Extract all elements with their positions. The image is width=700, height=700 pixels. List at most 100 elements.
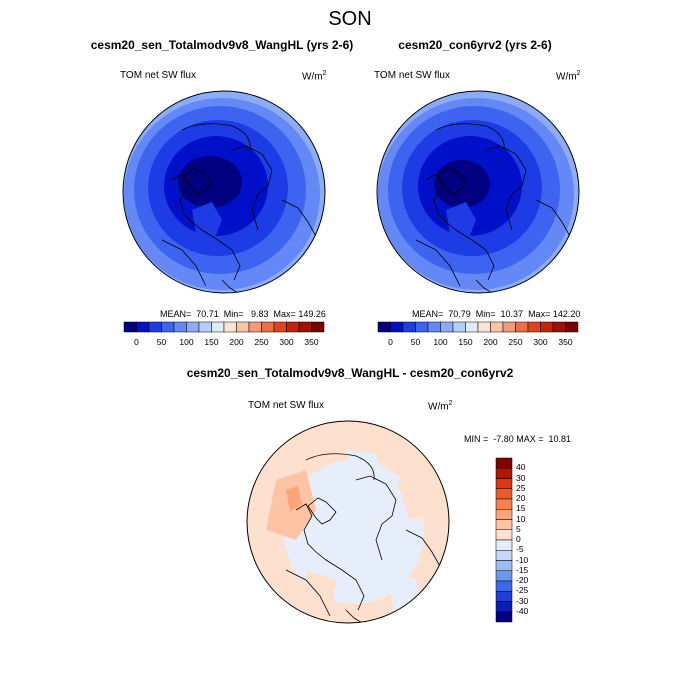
season-title: SON [328,8,372,30]
colorbar-swatch [495,509,513,520]
colorbar-swatch [495,570,513,582]
colorbar-swatch [495,601,513,612]
panel2-units: W/m2 [556,70,581,83]
colorbar-swatch [136,321,150,333]
colorbar-swatch [377,321,391,333]
colorbar-swatch [495,468,513,479]
colorbar-swatch [495,529,513,541]
colorbar-swatch [415,321,429,333]
colorbar-tick-label: 30 [516,472,526,483]
panel3-variable-label: TOM net SW flux [248,400,324,411]
colorbar-swatch [390,321,404,333]
panel3-colorbar-ticks: 40 30 25 20 15 10 5 0 -5 -10 -15 -20 -25 -30 -40 [516,458,546,622]
colorbar-swatch [495,591,513,602]
colorbar-swatch [495,539,513,551]
colorbar-swatch [223,321,237,333]
colorbar-swatch [495,550,513,561]
colorbar-tick-label: 350 [558,337,573,347]
colorbar-swatch [490,321,504,333]
colorbar-tick-label: 250 [254,337,269,347]
colorbar-swatch [123,321,137,333]
colorbar-swatch [495,498,513,510]
colorbar-tick-label: 10 [516,513,526,524]
colorbar-tick-label: 300 [279,337,294,347]
colorbar-tick-label: 0 [388,337,393,347]
colorbar-swatch [161,321,175,333]
colorbar-tick-label: 5 [516,523,521,534]
colorbar-tick-label: 25 [516,482,526,493]
colorbar-swatch [402,321,416,333]
colorbar-tick-label: 250 [508,337,523,347]
colorbar-swatch [261,321,275,333]
panel1-colorbar [123,321,325,333]
colorbar-tick-label: -25 [516,585,529,596]
colorbar-swatch [495,478,513,489]
colorbar-swatch [465,321,479,333]
panel2-colorbar [377,321,579,333]
colorbar-swatch [527,321,541,333]
colorbar-swatch [427,321,441,333]
colorbar-swatch [495,580,513,592]
colorbar-tick-label: 0 [134,337,139,347]
colorbar-swatch [148,321,162,333]
colorbar-tick-label: 20 [516,493,526,503]
colorbar-tick-label: -15 [516,564,529,575]
colorbar-swatch [495,488,513,500]
colorbar-swatch [173,321,187,333]
colorbar-tick-label: 300 [533,337,548,347]
colorbar-swatch [440,321,454,333]
colorbar-tick-label: 200 [229,337,244,347]
panel3-units: W/m2 [428,400,453,413]
panel2-polar-map [376,90,580,294]
colorbar-tick-label: 40 [516,462,526,473]
colorbar-tick-label: 200 [483,337,498,347]
colorbar-swatch [236,321,250,333]
panel1-variable-label: TOM net SW flux [120,70,196,81]
panel1-polar-map [122,90,326,294]
colorbar-swatch [298,321,312,333]
panel2-statistics: MEAN= 70.79 Min= 10.37 Max= 142.20 [412,309,581,319]
colorbar-tick-label: 350 [304,337,319,347]
colorbar-tick-label: 150 [204,337,219,347]
colorbar-swatch [502,321,516,333]
colorbar-tick-label: 15 [516,503,526,514]
colorbar-swatch [495,519,513,530]
colorbar-swatch [186,321,200,333]
panel3-polar-map [246,420,450,624]
colorbar-swatch [477,321,491,333]
colorbar-swatch [495,560,513,571]
colorbar-tick-label: -40 [516,605,529,616]
panel1-colorbar-ticks: 0 50 100 150 200 250 300 350 [124,337,324,349]
colorbar-swatch [495,611,513,623]
colorbar-tick-label: 50 [410,337,421,347]
panel3-colorbar [495,457,513,623]
colorbar-tick-label: 150 [458,337,473,347]
colorbar-swatch [311,321,325,333]
panel2-variable-label: TOM net SW flux [374,70,450,81]
colorbar-tick-label: 100 [179,337,194,347]
colorbar-swatch [552,321,566,333]
panel1-statistics: MEAN= 70.71 Min= 9.83 Max= 149.26 [160,309,326,319]
colorbar-tick-label: -10 [516,554,529,565]
colorbar-swatch [452,321,466,333]
colorbar-swatch [495,457,513,469]
colorbar-tick-label: -30 [516,595,529,606]
panel2-title: cesm20_con6yrv2 (yrs 2-6) [398,38,552,52]
colorbar-swatch [273,321,287,333]
colorbar-swatch [286,321,300,333]
colorbar-swatch [515,321,529,333]
colorbar-tick-label: -20 [516,575,529,585]
colorbar-swatch [211,321,225,333]
panel1-title: cesm20_sen_Totalmodv9v8_WangHL (yrs 2-6) [90,38,354,52]
colorbar-swatch [565,321,579,333]
colorbar-swatch [198,321,212,333]
colorbar-swatch [540,321,554,333]
colorbar-tick-label: 100 [433,337,448,347]
panel1-units: W/m2 [302,70,327,83]
colorbar-swatch [248,321,262,333]
colorbar-tick-label: -5 [516,544,524,555]
panel3-statistics: MIN = -7.80 MAX = 10.81 [464,434,572,444]
panel2-colorbar-ticks: 0 50 100 150 200 250 300 350 [378,337,578,349]
colorbar-tick-label: 50 [156,337,167,347]
panel3-title: cesm20_sen_Totalmodv9v8_WangHL - cesm20_… [186,366,514,380]
